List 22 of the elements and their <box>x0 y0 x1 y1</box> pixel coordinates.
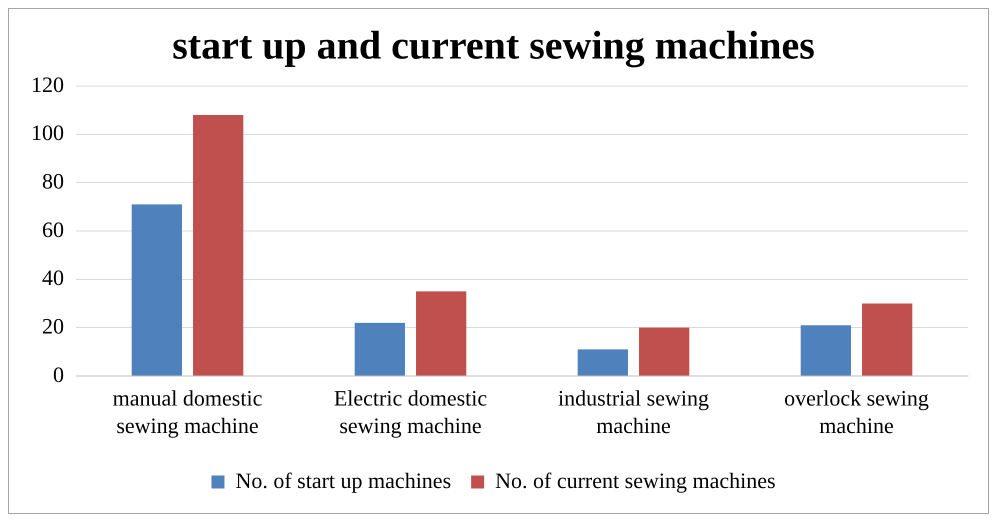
x-tick-label: Electric domestic sewing machine <box>334 386 488 438</box>
bar <box>416 291 466 376</box>
bar <box>354 322 405 376</box>
y-tick-label: 120 <box>31 72 64 97</box>
bar <box>862 304 912 376</box>
y-tick-label: 20 <box>42 313 64 338</box>
chart-title: start up and current sewing machines <box>172 22 815 68</box>
bar <box>132 204 182 376</box>
bar <box>193 115 244 376</box>
bar <box>639 328 690 376</box>
y-tick-label: 0 <box>53 362 64 387</box>
x-tick-label: manual domestic sewing machine <box>112 386 263 438</box>
legend-label: No. of current sewing machines <box>495 468 776 493</box>
y-tick-label: 60 <box>42 216 64 242</box>
y-tick-label: 40 <box>42 265 64 290</box>
y-tick-label: 80 <box>42 168 64 194</box>
y-tick-label: 100 <box>31 120 64 146</box>
bar <box>578 349 628 376</box>
legend-label: No. of start up machines <box>235 468 452 493</box>
bar <box>800 325 851 376</box>
x-tick-label: overlock sewing machine <box>784 386 929 438</box>
x-tick-label: industrial sewing machine <box>558 386 709 438</box>
